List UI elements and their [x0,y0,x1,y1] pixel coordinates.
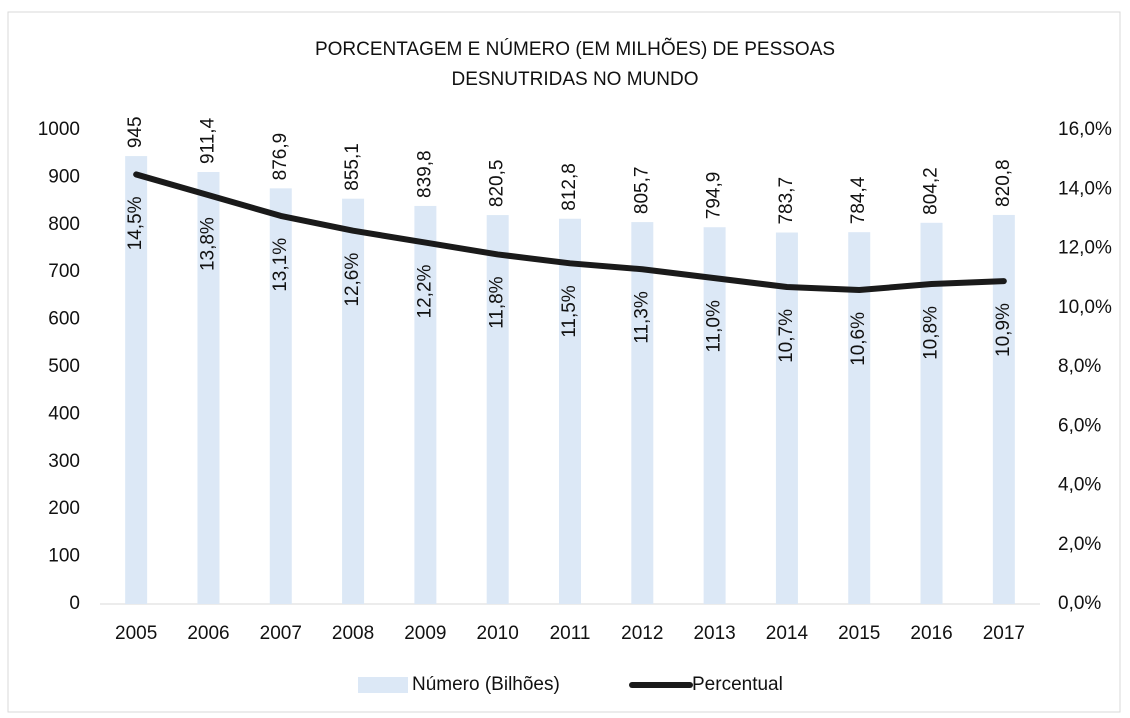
bar [486,215,509,604]
bar-value-label: 812,8 [559,163,580,211]
bar-value-label: 804,2 [921,167,942,215]
line-value-label: 13,1% [270,238,291,292]
y-tick-label: 1000 [38,119,80,140]
line-value-label: 12,2% [414,264,435,318]
y2-tick-label: 6,0% [1058,415,1101,436]
x-tick-label: 2011 [550,623,591,644]
bar-value-label: 855,1 [342,143,363,191]
line-value-label: 13,8% [197,217,218,271]
bar-value-label: 805,7 [631,167,652,215]
bar [125,156,148,604]
line-value-label: 10,8% [921,306,942,360]
bar [992,214,1015,604]
line-value-label: 12,6% [342,253,363,307]
chart-title: DESNUTRIDAS NO MUNDO [451,69,698,90]
y2-tick-label: 12,0% [1058,238,1112,259]
line-value-label: 10,9% [993,303,1014,357]
x-tick-label: 2015 [838,623,880,644]
y-tick-label: 200 [48,498,80,519]
y2-tick-label: 16,0% [1058,119,1112,140]
y-tick-label: 800 [48,214,80,235]
bar [342,198,365,604]
line [133,171,1007,293]
x-tick-label: 2007 [260,623,302,644]
bar-value-label: 820,5 [487,160,508,208]
line-value-label: 11,5% [559,285,580,338]
x-tick-label: 2016 [910,623,952,644]
y2-tick-label: 2,0% [1058,534,1101,555]
x-tick-label: 2014 [766,623,809,644]
y-tick-label: 100 [48,546,80,567]
x-tick-label: 2013 [693,623,735,644]
y-tick-label: 400 [48,403,80,424]
line-value-label: 11,8% [487,276,508,329]
legend-label: Percentual [692,674,783,695]
y2-tick-label: 10,0% [1058,297,1112,318]
line-value-label: 10,6% [848,312,869,366]
bar [269,188,292,604]
chart-title: PORCENTAGEM E NÚMERO (EM MILHÕES) DE PES… [315,38,835,60]
x-tick-label: 2005 [115,623,157,644]
bar-value-label: 945 [125,116,146,148]
x-tick-label: 2010 [477,623,519,644]
bar-value-label: 839,8 [414,150,435,198]
x-tick-label: 2017 [983,623,1025,644]
line-value-label: 14,5% [125,196,146,250]
legend-swatch [358,677,408,693]
bar [775,232,798,605]
y-tick-label: 600 [48,309,80,330]
bar [559,218,581,605]
bar [848,232,871,604]
bar [631,222,654,604]
line-value-label: 11,0% [704,300,725,353]
bar-value-label: 911,4 [197,117,218,164]
y-tick-label: 700 [48,261,80,282]
bar-value-label: 876,9 [270,133,291,181]
bar [414,205,437,604]
y-tick-label: 900 [48,166,80,187]
x-tick-label: 2012 [621,623,663,644]
bar-value-label: 820,8 [993,159,1014,207]
bar-value-label: 794,9 [704,172,725,220]
line-value-label: 10,7% [776,309,797,363]
bar-value-label: 784,4 [848,176,869,224]
y-tick-label: 500 [48,356,80,377]
legend-label: Número (Bilhões) [412,674,560,695]
x-tick-label: 2008 [332,623,374,644]
y2-tick-label: 0,0% [1058,593,1101,614]
y2-tick-label: 8,0% [1058,356,1101,377]
x-tick-label: 2006 [187,623,229,644]
x-tick-label: 2009 [404,623,446,644]
line-value-label: 11,3% [631,291,652,344]
bar-value-label: 783,7 [776,177,797,225]
bar [703,227,726,604]
y-tick-label: 300 [48,451,80,472]
y2-tick-label: 4,0% [1058,475,1101,496]
bar [197,171,220,604]
y2-tick-label: 14,0% [1058,178,1112,199]
bar [920,222,943,604]
y-tick-label: 0 [69,593,80,614]
